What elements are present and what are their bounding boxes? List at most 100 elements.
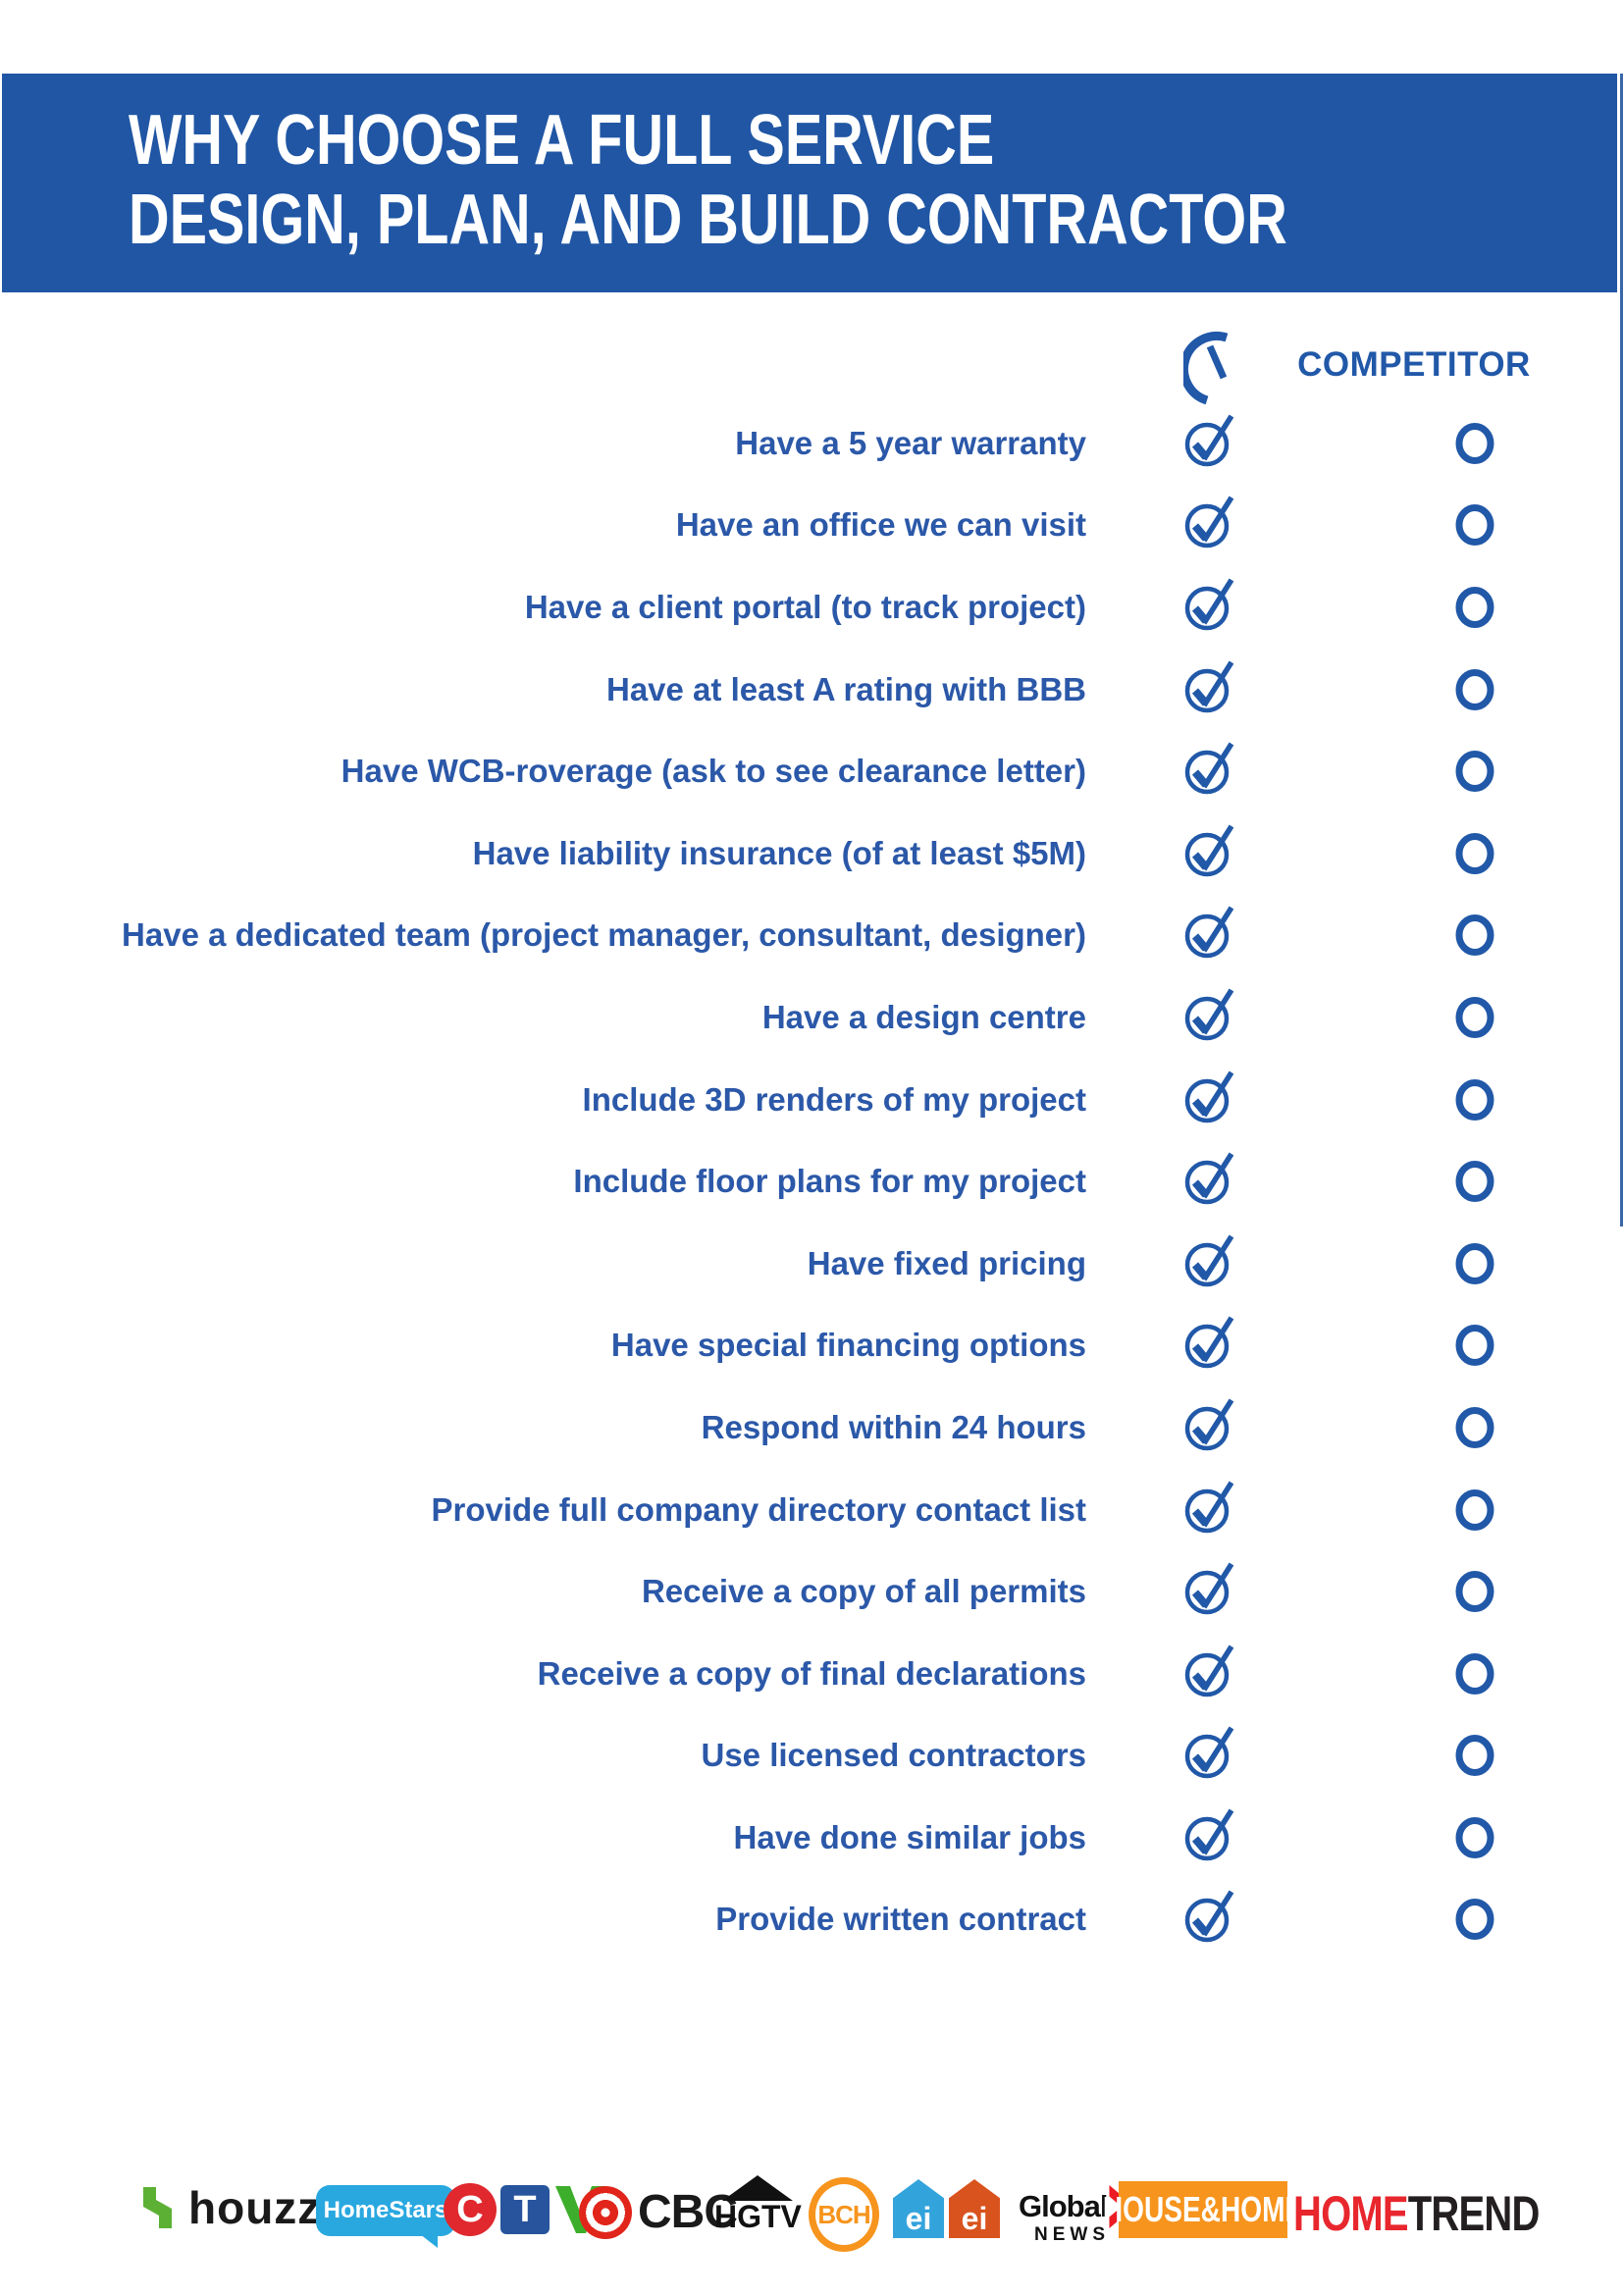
check-circle-icon xyxy=(1184,1562,1234,1615)
competitor-value-cell xyxy=(1334,1733,1616,1778)
feature-label: Have a design centre xyxy=(761,998,1086,1035)
hometrend-trend-wordmark: TREND xyxy=(1407,2186,1541,2241)
ei-blue-house-icon: ei xyxy=(893,2179,944,2238)
feature-label: Have liability insurance (of at least $5… xyxy=(472,834,1086,871)
check-circle-icon xyxy=(1184,988,1234,1041)
us-value-cell xyxy=(1086,578,1334,635)
feature-label: Have an office we can visit xyxy=(675,506,1086,544)
cbc-gem-icon xyxy=(579,2185,632,2239)
cbc-logo: CBC xyxy=(579,2185,738,2239)
us-value-cell xyxy=(1086,660,1334,717)
empty-circle-icon xyxy=(1455,1078,1494,1121)
check-circle-icon xyxy=(1184,1234,1234,1286)
page-title-line2: DESIGN, PLAN, AND BUILD CONTRACTOR xyxy=(129,181,1287,259)
houzz-wordmark: houzz xyxy=(188,2182,322,2233)
check-circle-icon xyxy=(1184,1070,1234,1122)
feature-label: Use licensed contractors xyxy=(701,1737,1087,1774)
competitor-value-cell xyxy=(1334,1405,1616,1450)
homestars-wordmark: HomeStars xyxy=(323,2197,448,2223)
us-value-cell xyxy=(1086,988,1334,1045)
hometrend-logo: HOMETREND xyxy=(1293,2185,1600,2242)
comparison-row: Use licensed contractors xyxy=(0,1715,1624,1798)
competitor-value-cell xyxy=(1334,1323,1616,1368)
cbc-wordmark: CBC xyxy=(638,2186,738,2238)
global-wordmark: Global xyxy=(1019,2189,1108,2223)
check-circle-icon xyxy=(1184,824,1234,877)
us-value-cell xyxy=(1086,1726,1334,1783)
feature-label: Include 3D renders of my project xyxy=(582,1080,1086,1118)
check-circle-icon xyxy=(1184,906,1234,959)
check-circle-icon xyxy=(1184,1644,1234,1696)
competitor-column-header: COMPETITOR xyxy=(1297,345,1531,384)
feature-label: Have fixed pricing xyxy=(807,1244,1086,1281)
empty-circle-icon xyxy=(1455,668,1494,710)
empty-circle-icon xyxy=(1455,1242,1494,1284)
comparison-row: Provide full company directory contact l… xyxy=(0,1469,1624,1551)
eiei-home-logo: ei ei xyxy=(893,2179,1000,2238)
check-circle-icon xyxy=(1184,1316,1234,1369)
us-value-cell xyxy=(1086,1070,1334,1127)
news-wordmark: NEWS xyxy=(1034,2224,1110,2245)
feature-label: Respond within 24 hours xyxy=(701,1408,1086,1445)
competitor-value-cell xyxy=(1334,1159,1616,1204)
empty-circle-icon xyxy=(1455,751,1494,793)
competitor-value-cell xyxy=(1334,1077,1616,1122)
house-and-home-logo: HOUSE&HOME xyxy=(1103,2181,1303,2238)
empty-circle-icon xyxy=(1455,422,1494,464)
check-circle-icon xyxy=(1184,1726,1234,1779)
house-and-home-box: HOUSE&HOME xyxy=(1103,2181,1303,2238)
comparison-row: Have a client portal (to track project) xyxy=(0,566,1624,649)
comparison-row: Have at least A rating with BBB xyxy=(0,649,1624,731)
empty-circle-icon xyxy=(1455,504,1494,547)
feature-label: Include floor plans for my project xyxy=(573,1163,1086,1200)
homestars-logo: HomeStars xyxy=(316,2185,455,2248)
us-value-cell xyxy=(1086,1234,1334,1291)
us-value-cell xyxy=(1086,1562,1334,1619)
empty-circle-icon xyxy=(1455,586,1494,628)
check-circle-icon xyxy=(1184,1891,1234,1943)
us-value-cell xyxy=(1086,1891,1334,1947)
feature-label: Provide full company directory contact l… xyxy=(431,1490,1087,1528)
us-value-cell xyxy=(1086,824,1334,881)
feature-label: Have done similar jobs xyxy=(733,1818,1086,1855)
ei-wordmark: ei xyxy=(905,2201,932,2236)
empty-circle-icon xyxy=(1455,832,1494,874)
homestars-bubble-icon: HomeStars xyxy=(316,2185,455,2248)
competitor-value-cell xyxy=(1334,421,1616,466)
ctv-t-icon: T xyxy=(500,2185,550,2234)
comparison-row: Have an office we can visit xyxy=(0,485,1624,567)
comparison-row: Have special financing options xyxy=(0,1305,1624,1387)
hgtv-logo: HGTV xyxy=(714,2175,802,2235)
houzz-logo: houzz xyxy=(135,2181,321,2234)
competitor-value-cell xyxy=(1334,913,1616,958)
check-circle-icon xyxy=(1184,660,1234,712)
feature-label: Have a 5 year warranty xyxy=(735,424,1086,461)
hgtv-roof-icon xyxy=(722,2175,794,2201)
comparison-row: Have a design centre xyxy=(0,976,1624,1059)
competitor-value-cell xyxy=(1334,1487,1616,1533)
comparison-row: Have liability insurance (of at least $5… xyxy=(0,812,1624,895)
empty-circle-icon xyxy=(1455,1735,1494,1777)
empty-circle-icon xyxy=(1455,1161,1494,1203)
comparison-row: Respond within 24 hours xyxy=(0,1386,1624,1469)
feature-label: Have WCB-roverage (ask to see clearance … xyxy=(341,753,1086,790)
empty-circle-icon xyxy=(1455,1488,1494,1531)
feature-label: Provide written contract xyxy=(715,1901,1086,1938)
comparison-row: Include floor plans for my project xyxy=(0,1140,1624,1223)
houzz-house-icon xyxy=(143,2187,172,2228)
comparison-row: Have a dedicated team (project manager, … xyxy=(0,895,1624,977)
empty-circle-icon xyxy=(1455,1406,1494,1448)
bch-wordmark: BCH xyxy=(817,2199,870,2229)
company-logo-partial-icon xyxy=(1179,330,1242,408)
us-value-cell xyxy=(1086,906,1334,963)
empty-circle-icon xyxy=(1455,1325,1494,1367)
comparison-row: Provide written contract xyxy=(0,1879,1624,1961)
us-value-cell xyxy=(1086,496,1334,552)
competitor-value-cell xyxy=(1334,1651,1616,1696)
check-circle-icon xyxy=(1184,742,1234,795)
right-edge-divider xyxy=(1620,74,1623,1226)
competitor-value-cell xyxy=(1334,995,1616,1040)
feature-label: Have a client portal (to track project) xyxy=(524,588,1086,625)
competitor-value-cell xyxy=(1334,1897,1616,1942)
check-circle-icon xyxy=(1184,1481,1234,1533)
